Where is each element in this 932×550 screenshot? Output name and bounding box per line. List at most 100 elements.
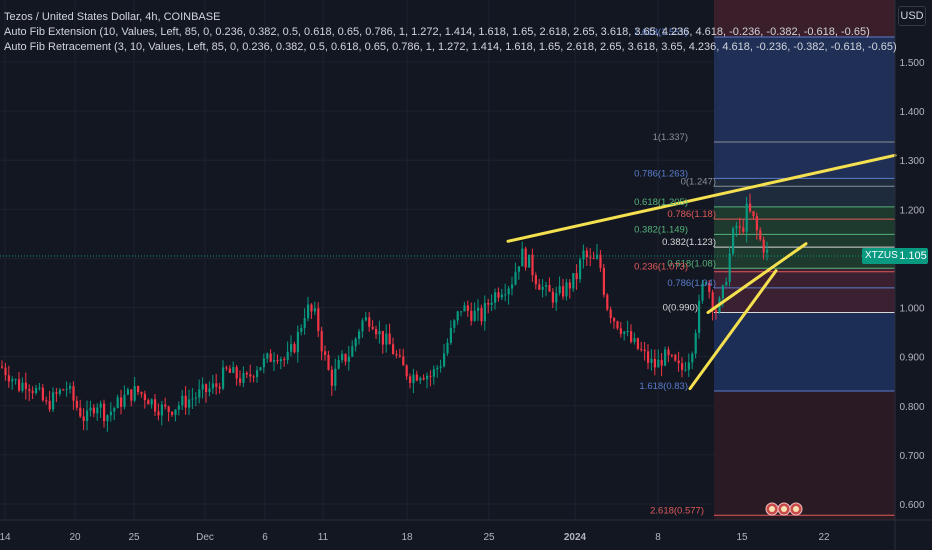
x-tick-label: 25 — [128, 532, 140, 543]
y-tick-label: 0.900 — [899, 353, 924, 364]
candle-body — [133, 386, 136, 401]
candle-body — [99, 403, 102, 408]
candle-body — [245, 372, 248, 375]
candle-body — [18, 379, 21, 391]
candle-body — [242, 372, 245, 383]
legend-indicator-fib-extension[interactable]: Auto Fib Extension (10, Values, Left, 85… — [4, 26, 870, 38]
candle-body — [273, 360, 276, 362]
candle-body — [660, 359, 663, 366]
candle-body — [412, 374, 415, 383]
candle-body — [687, 362, 690, 370]
fib-level-label: 0(1.247) — [681, 176, 716, 187]
candle-body — [290, 344, 293, 352]
candle-body — [82, 416, 85, 421]
candle-body — [341, 353, 344, 361]
x-tick-label: 8 — [655, 532, 661, 543]
candle-body — [701, 283, 704, 301]
legend-indicator-fib-retracement[interactable]: Auto Fib Retracement (3, 10, Values, Lef… — [4, 41, 897, 53]
candle-body — [582, 250, 585, 260]
candle-body — [126, 389, 129, 395]
candle-body — [623, 331, 626, 334]
candle-body — [48, 400, 51, 410]
candle-body — [371, 326, 374, 330]
event-markers[interactable] — [765, 502, 803, 516]
candle-body — [225, 367, 228, 369]
candle-body — [521, 248, 524, 267]
currency-button[interactable]: USD — [898, 6, 926, 26]
candle-body — [324, 351, 327, 355]
candle-body — [171, 411, 174, 415]
candle-body — [177, 405, 180, 410]
event-marker-inner — [781, 506, 787, 512]
candle-body — [31, 390, 34, 394]
candle-body — [670, 355, 673, 357]
candle-body — [55, 392, 58, 394]
candle-body — [759, 230, 762, 240]
current-price-tag: 1.105 — [898, 247, 928, 264]
candle-body — [392, 344, 395, 355]
candle-body — [147, 400, 150, 405]
candle-body — [160, 404, 163, 416]
candle-body — [79, 407, 82, 417]
candle-body — [446, 342, 449, 354]
candle-body — [487, 302, 490, 305]
candle-body — [565, 282, 568, 297]
candle-body — [732, 228, 735, 254]
candle-body — [507, 288, 510, 295]
candle-body — [310, 304, 313, 312]
candle-body — [300, 327, 303, 332]
candle-body — [443, 353, 446, 367]
x-tick-label: 6 — [262, 532, 268, 543]
candle-body — [667, 349, 670, 356]
candle-body — [334, 368, 337, 386]
candle-body — [609, 309, 612, 319]
candle-body — [385, 333, 388, 345]
candle-body — [262, 358, 265, 368]
candle-body — [528, 254, 531, 268]
candle-body — [453, 320, 456, 328]
trendline-lower-steep — [688, 269, 778, 391]
candle-body — [415, 374, 418, 381]
candle-body — [541, 286, 544, 290]
fib-level-label: 0.618(1.08) — [667, 258, 716, 269]
fib-zone-blue-mid — [714, 178, 895, 207]
candle-body — [480, 307, 483, 322]
candle-body — [575, 273, 578, 280]
candle-body — [633, 338, 636, 342]
candle-body — [721, 285, 724, 299]
trendline-lower — [706, 242, 808, 314]
candle-body — [504, 294, 507, 296]
candle-body — [562, 286, 565, 297]
event-marker-inner — [793, 506, 799, 512]
candle-body — [364, 317, 367, 321]
candle-body — [188, 399, 191, 408]
candle-body — [28, 389, 31, 391]
candle-body — [198, 389, 201, 398]
candle-body — [222, 367, 225, 389]
candle-body — [749, 203, 752, 212]
candle-body — [164, 404, 167, 407]
candle-body — [120, 397, 123, 407]
candle-body — [11, 379, 14, 382]
candle-body — [130, 389, 133, 401]
candle-body — [41, 387, 44, 401]
x-tick-label: 22 — [818, 532, 830, 543]
candle-body — [755, 216, 758, 231]
candle-body — [589, 257, 592, 259]
candle-body — [725, 281, 728, 286]
candle-body — [307, 304, 310, 319]
candle-body — [106, 415, 109, 422]
candle-body — [599, 254, 602, 268]
candle-body — [201, 384, 204, 390]
candle-body — [742, 227, 745, 232]
candle-body — [279, 359, 282, 362]
candle-body — [494, 292, 497, 303]
candle-body — [184, 395, 187, 408]
candle-body — [752, 211, 755, 217]
candle-body — [103, 403, 106, 422]
y-tick-label: 1.300 — [899, 156, 924, 167]
candle-body — [398, 355, 401, 357]
candle-body — [38, 387, 41, 389]
fib-zone-top — [714, 0, 895, 37]
